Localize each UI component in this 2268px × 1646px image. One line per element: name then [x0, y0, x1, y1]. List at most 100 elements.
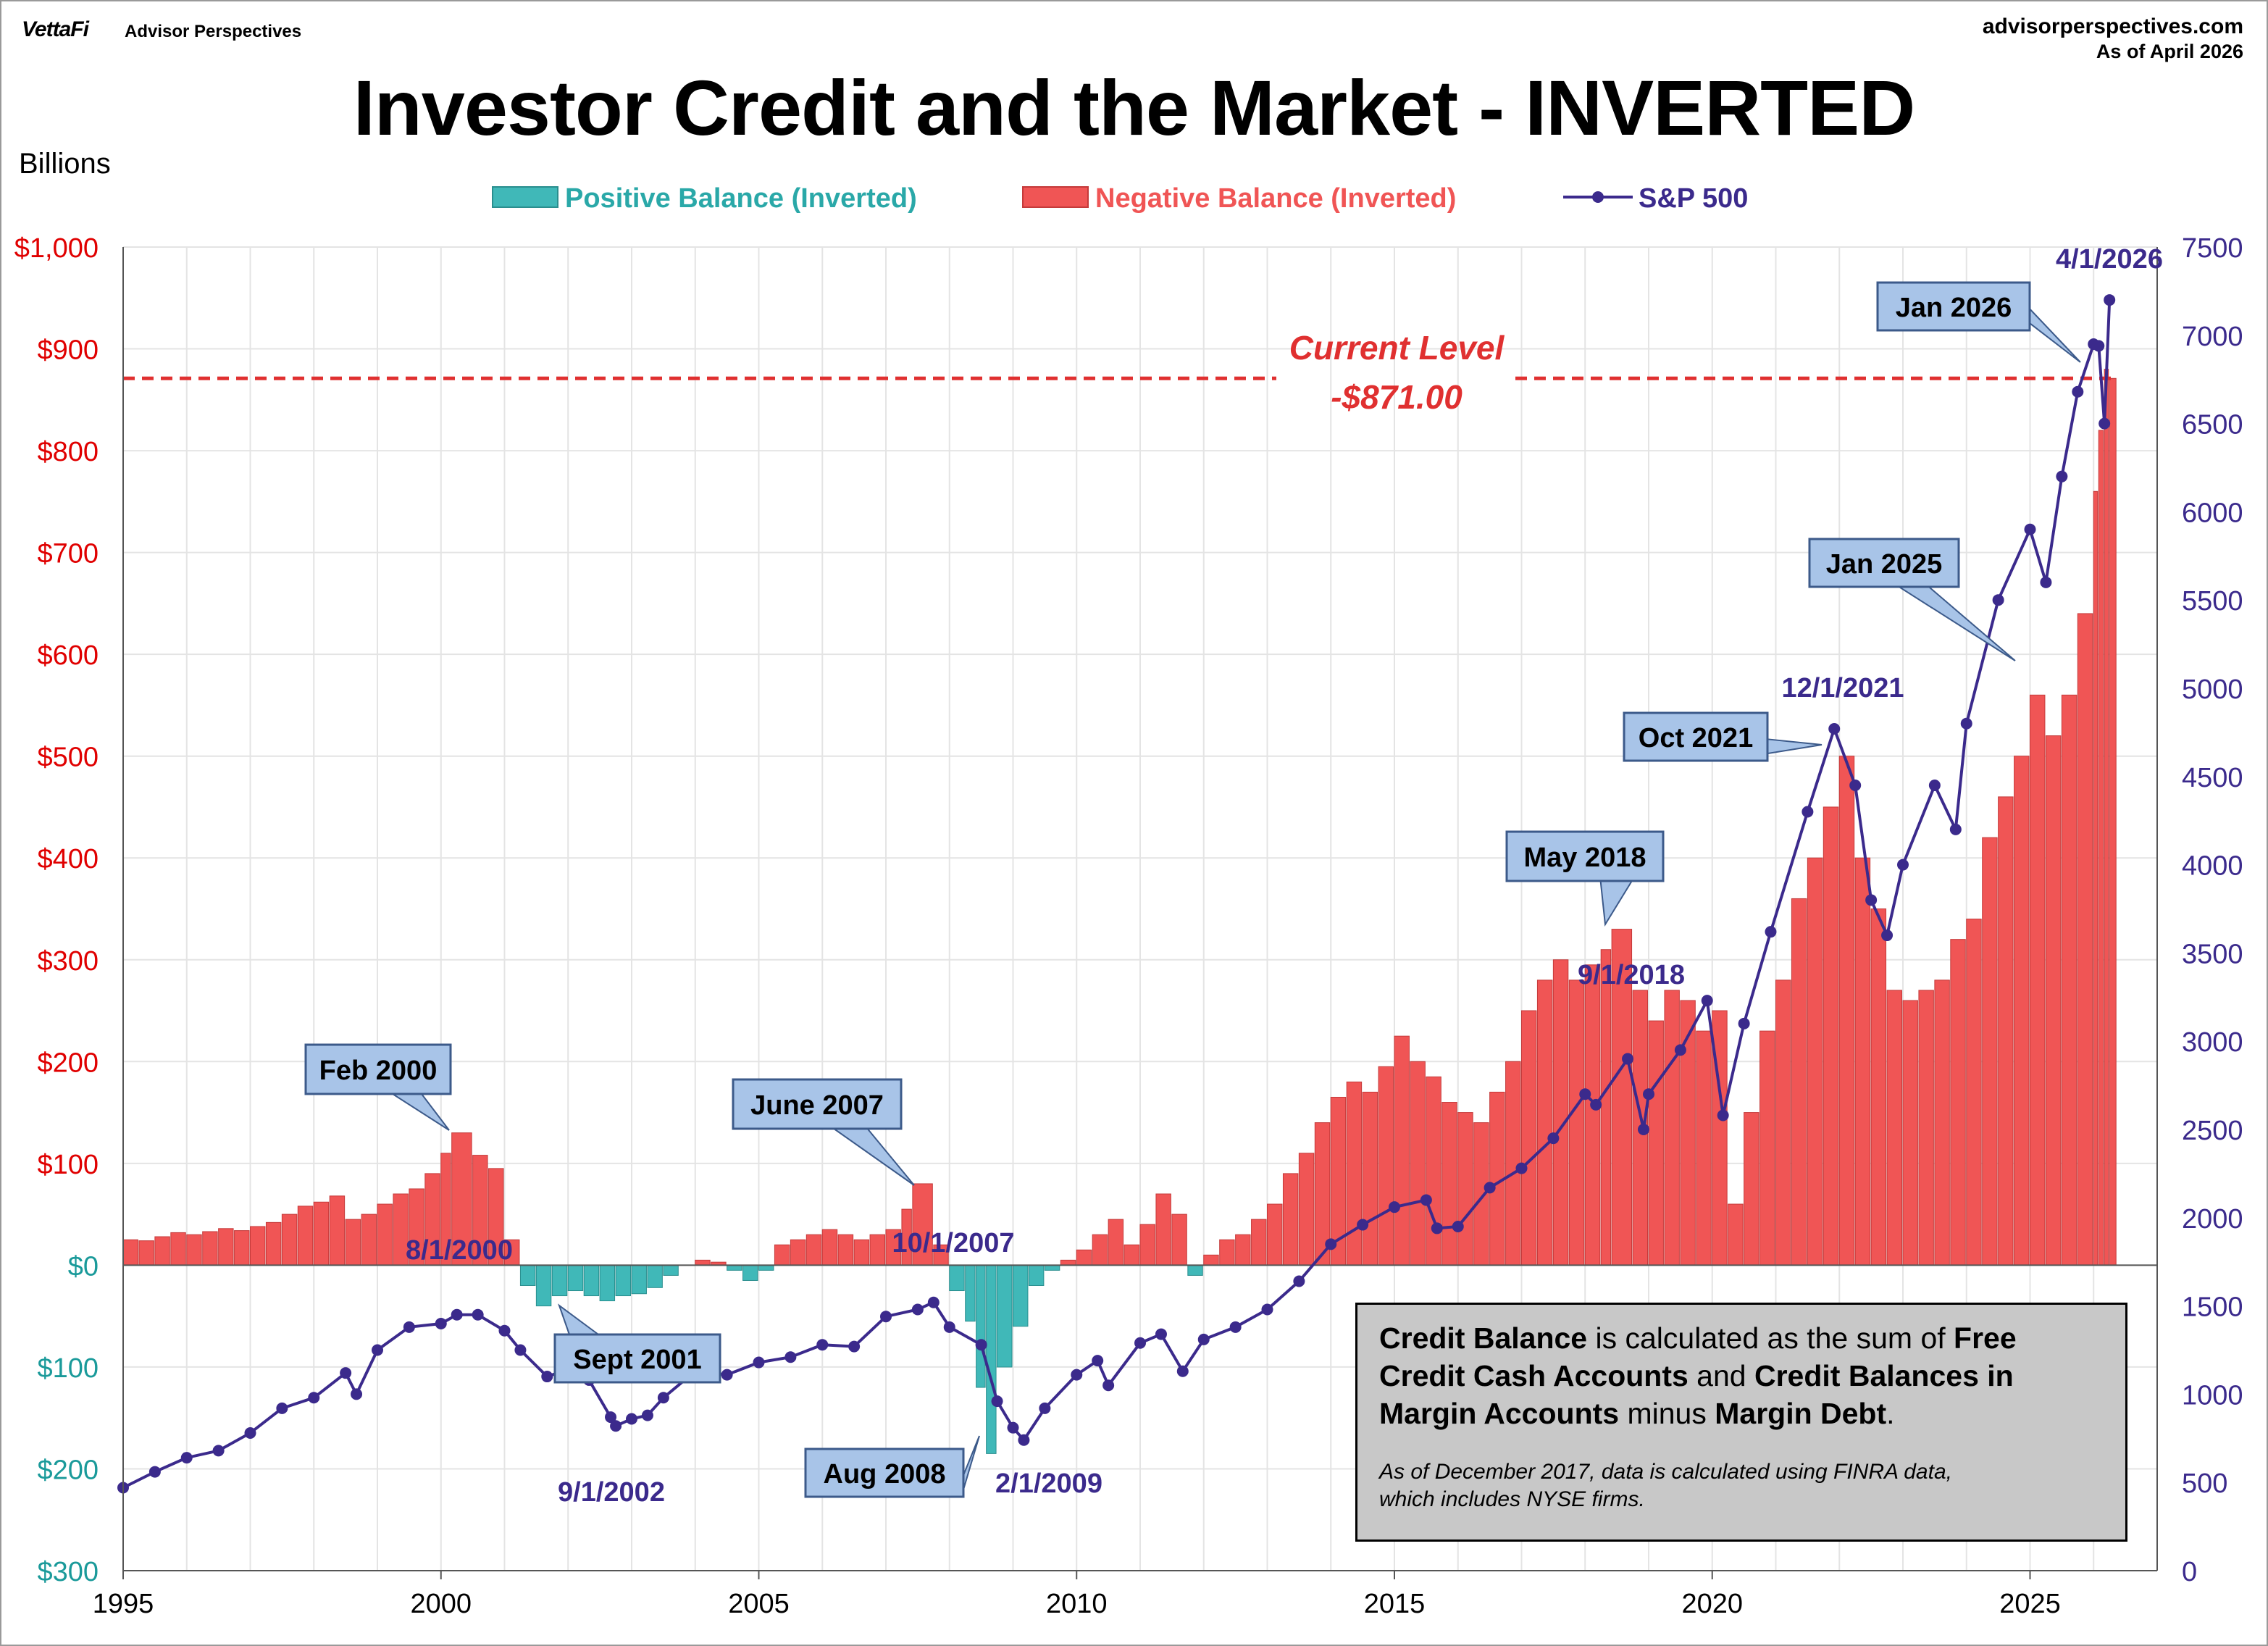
date-label: 10/1/2007	[892, 1228, 1014, 1258]
right-axis-tick-label: 3000	[2182, 1027, 2243, 1058]
sp500-point	[1881, 929, 1894, 942]
sp500-point	[1515, 1162, 1528, 1174]
credit-balance-bar	[1902, 1000, 1918, 1266]
credit-balance-bar	[583, 1264, 600, 1297]
credit-balance-bar	[1362, 1091, 1378, 1266]
sp500-point	[975, 1339, 987, 1351]
credit-balance-bar	[821, 1229, 838, 1266]
credit-balance-bar	[986, 1264, 997, 1454]
date-label: 4/1/2026	[2056, 244, 2163, 275]
left-axis-tick-label: $800	[37, 437, 99, 467]
right-axis-tick-label: 4000	[2182, 851, 2243, 882]
left-axis-tick-label: $300	[37, 1557, 99, 1587]
legend-positive-label: Positive Balance (Inverted)	[565, 183, 917, 214]
sp500-point	[1452, 1220, 1464, 1232]
note-text-part: .	[1886, 1397, 1895, 1430]
left-axis-tick-label: $200	[37, 1455, 99, 1485]
credit-balance-bar	[976, 1264, 986, 1388]
sp500-point	[1325, 1238, 1337, 1250]
note-text-part: is calculated as the sum of	[1587, 1321, 1954, 1355]
credit-balance-bar	[1139, 1224, 1155, 1266]
sp500-point	[1622, 1053, 1634, 1065]
callout-box	[304, 1043, 452, 1095]
credit-balance-bar	[1505, 1061, 1521, 1266]
credit-balance-bar	[451, 1132, 472, 1266]
sp500-point	[610, 1420, 622, 1432]
credit-balance-bar	[1298, 1153, 1315, 1266]
sp500-point	[1765, 926, 1777, 938]
callout-label: Jan 2025	[1826, 549, 1943, 580]
sp500-point	[1897, 858, 1909, 871]
credit-balance-bar	[965, 1264, 976, 1322]
right-axis-tick-label: 4500	[2182, 763, 2243, 793]
credit-balance-bar	[1950, 939, 1966, 1266]
credit-balance-bar	[1791, 898, 1807, 1266]
sp500-point	[351, 1388, 363, 1400]
sp500-point	[1738, 1017, 1750, 1029]
credit-balance-bar	[1854, 857, 1871, 1266]
sp500-point	[498, 1324, 511, 1337]
credit-balance-bar	[2109, 377, 2117, 1266]
sp500-point	[911, 1303, 924, 1316]
credit-balance-bar	[1611, 929, 1633, 1266]
sp500-point	[1357, 1219, 1369, 1231]
credit-balance-bar	[1982, 837, 1998, 1266]
date-label: 2/1/2009	[995, 1469, 1102, 1499]
sp500-point	[212, 1445, 225, 1457]
sp500-point	[753, 1356, 765, 1369]
sp500-point	[180, 1452, 193, 1464]
sp500-point	[1007, 1421, 1019, 1434]
callout-label: June 2007	[750, 1090, 884, 1121]
legend-positive-swatch	[492, 186, 558, 208]
sp500-point	[1637, 1124, 1649, 1135]
sp500-point	[1293, 1275, 1305, 1287]
sp500-point	[2072, 385, 2084, 398]
sp500-point	[1928, 779, 1941, 791]
credit-balance-bar	[218, 1228, 234, 1266]
credit-balance-bar	[361, 1213, 377, 1266]
callout-label: May 2018	[1523, 843, 1646, 873]
credit-balance-bar	[1838, 756, 1855, 1266]
note-text-part: Free Credit Cash Accounts	[1379, 1321, 2017, 1392]
callout-box	[1876, 281, 2031, 332]
sp500-point	[1717, 1109, 1729, 1121]
sp500-point	[1579, 1088, 1591, 1100]
credit-balance-bar	[1426, 1076, 1441, 1266]
credit-balance-bar	[1744, 1112, 1759, 1266]
credit-balance-bar	[727, 1264, 742, 1271]
sp500-point	[1865, 894, 1878, 906]
sp500-point	[1547, 1132, 1560, 1145]
sp500-point	[1039, 1402, 1051, 1414]
legend-negative-label: Negative Balance (Inverted)	[1095, 183, 1456, 214]
credit-balance-bar	[1648, 1020, 1664, 1266]
sp500-point	[148, 1466, 161, 1478]
credit-balance-bar	[1966, 919, 1982, 1266]
sp500-point	[1949, 823, 1962, 835]
credit-balance-bar	[313, 1201, 330, 1266]
credit-balance-bar	[567, 1264, 584, 1292]
chart-title: Investor Credit and the Market - INVERTE…	[353, 64, 1915, 151]
credit-balance-bar	[631, 1264, 647, 1295]
sp500-point	[1484, 1182, 1496, 1194]
sp500-point	[1092, 1355, 1104, 1367]
sp500-point	[1802, 806, 1814, 818]
credit-balance-bar	[1187, 1264, 1203, 1276]
credit-balance-bar	[1028, 1264, 1045, 1286]
credit-balance-bar	[1410, 1061, 1426, 1266]
sp500-point	[372, 1344, 383, 1356]
credit-balance-bar	[1696, 1030, 1712, 1266]
date-label: 8/1/2000	[406, 1235, 513, 1266]
callout-label: Oct 2021	[1639, 723, 1753, 753]
credit-balance-bar	[1251, 1219, 1267, 1266]
credit-balance-bar	[1823, 806, 1839, 1266]
callout-label: Jan 2026	[1896, 293, 2012, 323]
sp500-point	[991, 1395, 1003, 1408]
credit-balance-bar	[774, 1244, 790, 1266]
credit-balance-bar	[837, 1234, 854, 1266]
x-axis-tick-label: 2000	[410, 1589, 472, 1619]
credit-balance-bar	[234, 1230, 250, 1266]
sp500-point	[1431, 1222, 1443, 1234]
credit-balance-bar	[1267, 1203, 1283, 1266]
right-axis-tick-label: 500	[2182, 1469, 2227, 1499]
sp500-point	[514, 1344, 527, 1356]
